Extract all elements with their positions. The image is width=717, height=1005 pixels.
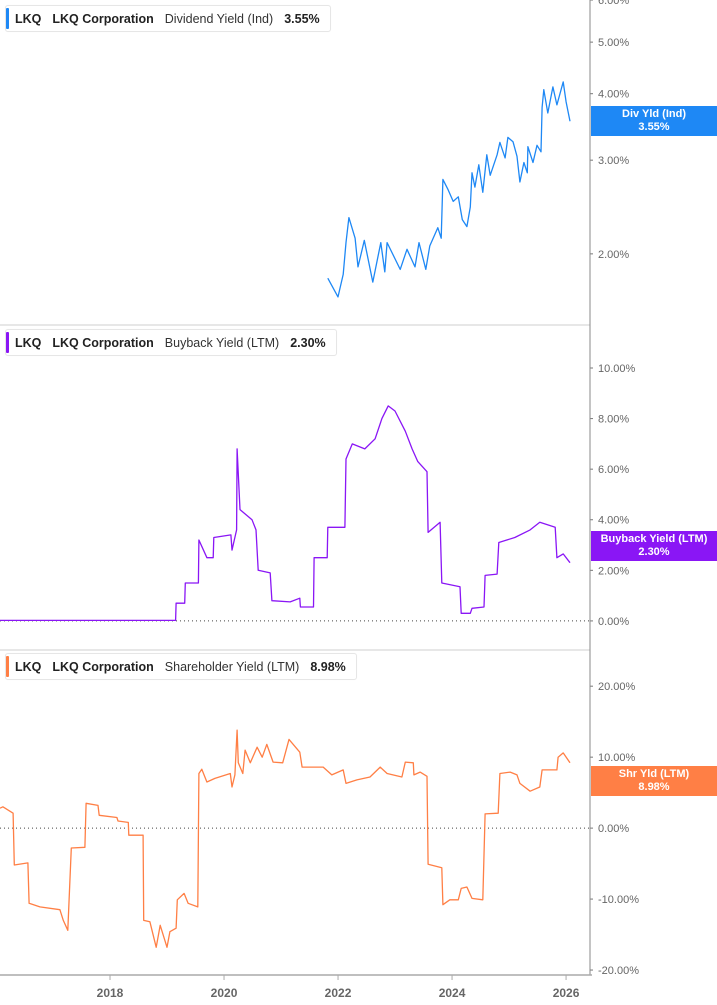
x-tick-label: 2024 xyxy=(439,986,466,1000)
series-color-swatch xyxy=(6,656,9,677)
legend-ticker: LKQ xyxy=(15,11,42,26)
y-tick-label: 10.00% xyxy=(598,363,636,375)
y-tick-label: 20.00% xyxy=(598,681,636,693)
tag-value: 2.30% xyxy=(638,546,670,559)
legend-company: LKQ Corporation xyxy=(52,335,154,350)
last-value-tag-dividend-yield: Div Yld (Ind) 3.55% xyxy=(591,106,717,137)
x-tick-label: 2022 xyxy=(325,986,352,1000)
legend-company: LKQ Corporation xyxy=(52,11,154,26)
legend-buyback-yield[interactable]: LKQ LKQ Corporation Buyback Yield (LTM) … xyxy=(5,329,337,356)
y-tick-label: 2.00% xyxy=(598,565,629,577)
last-value-tag-buyback-yield: Buyback Yield (LTM) 2.30% xyxy=(591,531,717,562)
y-tick-label: -10.00% xyxy=(598,894,639,906)
y-tick-label: 3.00% xyxy=(598,155,629,167)
tag-label: Div Yld (Ind) xyxy=(622,108,686,121)
series-line-shareholder-yield xyxy=(0,729,571,948)
tag-label: Shr Yld (LTM) xyxy=(618,768,690,781)
y-tick-label: 0.00% xyxy=(598,823,629,835)
legend-dividend-yield[interactable]: LKQ LKQ Corporation Dividend Yield (Ind)… xyxy=(5,5,331,32)
last-value-tag-shareholder-yield: Shr Yld (LTM) 8.98% xyxy=(591,766,717,797)
legend-ticker: LKQ xyxy=(15,335,42,350)
y-tick-label: 2.00% xyxy=(598,249,629,261)
series-line-buyback-yield xyxy=(0,405,571,622)
y-tick-label: 0.00% xyxy=(598,616,629,628)
series-color-swatch xyxy=(6,332,9,353)
y-tick-label: 5.00% xyxy=(598,37,629,49)
legend-value: 2.30% xyxy=(290,335,326,350)
x-tick-label: 2026 xyxy=(553,986,580,1000)
legend-metric: Dividend Yield (Ind) xyxy=(164,11,274,26)
y-tick-label: 10.00% xyxy=(598,752,636,764)
legend-value: 3.55% xyxy=(284,11,320,26)
y-tick-label: 6.00% xyxy=(598,0,629,7)
series-line-dividend-yield xyxy=(327,81,571,298)
legend-metric: Shareholder Yield (LTM) xyxy=(164,659,300,674)
y-tick-label: 4.00% xyxy=(598,515,629,527)
series-color-swatch xyxy=(6,8,9,29)
tag-label: Buyback Yield (LTM) xyxy=(600,533,708,546)
x-tick-label: 2020 xyxy=(211,986,238,1000)
tag-value: 3.55% xyxy=(638,121,670,134)
y-tick-label: 6.00% xyxy=(598,464,629,476)
y-tick-label: 8.00% xyxy=(598,414,629,426)
x-tick-label: 2018 xyxy=(97,986,124,1000)
y-tick-label: 4.00% xyxy=(598,89,629,101)
legend-ticker: LKQ xyxy=(15,659,42,674)
legend-company: LKQ Corporation xyxy=(52,659,154,674)
legend-value: 8.98% xyxy=(310,659,346,674)
legend-shareholder-yield[interactable]: LKQ LKQ Corporation Shareholder Yield (L… xyxy=(5,653,357,680)
legend-metric: Buyback Yield (LTM) xyxy=(164,335,280,350)
y-tick-label: -20.00% xyxy=(598,965,639,977)
tag-value: 8.98% xyxy=(638,781,670,794)
